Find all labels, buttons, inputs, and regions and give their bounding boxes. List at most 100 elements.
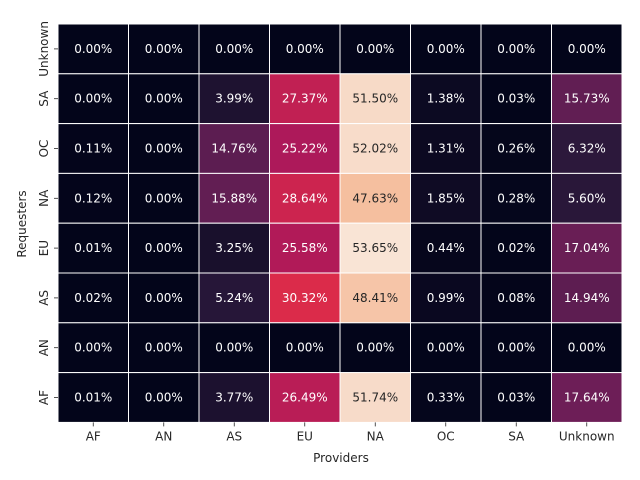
- cell-value-label: 15.88%: [211, 191, 257, 205]
- cell-value-label: 0.26%: [497, 142, 535, 156]
- heatmap-cell: [551, 222, 623, 274]
- x-tick-label: AF: [86, 429, 101, 443]
- heatmap-cell: [480, 172, 552, 224]
- heatmap-cell: [339, 172, 411, 224]
- heatmap-cell: [410, 123, 482, 174]
- heatmap-cell: [410, 23, 482, 75]
- heatmap-cell: [128, 123, 200, 174]
- y-tick-label: AS: [37, 290, 51, 306]
- cell-value-label: 0.11%: [74, 142, 112, 156]
- cell-value-label: 3.99%: [215, 92, 253, 106]
- heatmap-cell: [410, 322, 482, 374]
- heatmap-cell: [339, 123, 411, 174]
- y-tick-label: OC: [37, 140, 51, 158]
- heatmap-cell: [339, 272, 411, 324]
- cell-value-label: 1.31%: [427, 142, 465, 156]
- heatmap-cell: [198, 372, 270, 423]
- y-axis-label: Requesters: [15, 190, 29, 257]
- cell-value-label: 0.00%: [286, 42, 324, 56]
- x-tick-label: OC: [437, 429, 455, 443]
- heatmap-cell: [198, 272, 270, 324]
- heatmap-cell: [128, 23, 200, 75]
- y-tick-label: Unknown: [37, 21, 51, 77]
- cell-value-label: 28.64%: [282, 191, 328, 205]
- heatmap-cell: [57, 172, 129, 224]
- cell-value-label: 0.44%: [427, 241, 465, 255]
- heatmap-cell: [57, 322, 129, 374]
- cell-value-label: 1.85%: [427, 191, 465, 205]
- y-tick-label: NA: [37, 189, 51, 207]
- cell-value-label: 0.08%: [497, 291, 535, 305]
- cell-value-label: 0.00%: [215, 341, 253, 355]
- heatmap-cell: [480, 222, 552, 274]
- heatmap-cell: [57, 23, 129, 75]
- cell-value-label: 0.99%: [427, 291, 465, 305]
- x-tick-label: EU: [297, 429, 313, 443]
- cell-value-label: 0.00%: [145, 291, 183, 305]
- cell-value-label: 27.37%: [282, 92, 328, 106]
- x-axis-ticks: AF AN AS EU NA OC SA Unknown: [86, 422, 615, 443]
- y-axis-ticks: Unknown SA OC NA EU AS AN AF: [37, 21, 58, 405]
- heatmap-cell: [128, 322, 200, 374]
- heatmap-cell: [198, 322, 270, 374]
- heatmap-cell: [551, 23, 623, 75]
- heatmap-cell: [128, 272, 200, 324]
- x-tick-label: AN: [155, 429, 172, 443]
- heatmap-cell: [198, 172, 270, 224]
- cell-value-label: 0.03%: [497, 391, 535, 405]
- cell-value-label: 30.32%: [282, 291, 328, 305]
- cell-value-label: 0.00%: [215, 42, 253, 56]
- cell-value-label: 51.50%: [352, 92, 398, 106]
- cell-value-label: 0.33%: [427, 391, 465, 405]
- heatmap-cell: [551, 322, 623, 374]
- cell-value-label: 0.00%: [145, 42, 183, 56]
- cell-value-label: 25.58%: [282, 241, 328, 255]
- cell-value-label: 0.00%: [74, 92, 112, 106]
- cell-value-label: 0.00%: [356, 42, 394, 56]
- cell-value-label: 0.00%: [145, 241, 183, 255]
- cell-value-label: 0.00%: [497, 42, 535, 56]
- cell-value-label: 0.12%: [74, 191, 112, 205]
- heatmap-cell: [339, 222, 411, 274]
- cell-value-label: 1.38%: [427, 92, 465, 106]
- heatmap-cell: [551, 272, 623, 324]
- cell-value-label: 0.00%: [74, 42, 112, 56]
- heatmap-cell: [410, 272, 482, 324]
- cell-value-label: 0.00%: [427, 42, 465, 56]
- cell-value-label: 5.24%: [215, 291, 253, 305]
- heatmap-cell: [269, 172, 341, 224]
- cell-value-label: 14.76%: [211, 142, 257, 156]
- heatmap-cell: [198, 23, 270, 75]
- heatmap-cell: [551, 73, 623, 125]
- cell-value-label: 0.00%: [568, 341, 606, 355]
- heatmap-cell: [198, 123, 270, 174]
- x-tick-label: SA: [508, 429, 525, 443]
- x-axis-label: Providers: [313, 451, 369, 465]
- cell-value-label: 15.73%: [564, 92, 610, 106]
- heatmap-cell: [480, 322, 552, 374]
- cell-value-label: 26.49%: [282, 391, 328, 405]
- cell-value-label: 3.25%: [215, 241, 253, 255]
- cell-value-label: 47.63%: [352, 191, 398, 205]
- heatmap-cell: [269, 73, 341, 125]
- cell-value-label: 0.00%: [568, 42, 606, 56]
- cell-value-label: 0.00%: [145, 391, 183, 405]
- cell-value-label: 6.32%: [568, 142, 606, 156]
- cell-value-label: 0.00%: [497, 341, 535, 355]
- cell-value-label: 0.01%: [74, 241, 112, 255]
- cell-value-label: 3.77%: [215, 391, 253, 405]
- heatmap-cell: [480, 272, 552, 324]
- cell-value-label: 48.41%: [352, 291, 398, 305]
- cell-value-label: 0.00%: [145, 341, 183, 355]
- y-tick-label: SA: [37, 90, 51, 107]
- heatmap-cell: [339, 322, 411, 374]
- cell-value-label: 51.74%: [352, 391, 398, 405]
- cell-value-label: 17.64%: [564, 391, 610, 405]
- cell-value-label: 0.00%: [145, 142, 183, 156]
- cell-value-label: 0.00%: [74, 341, 112, 355]
- heatmap-cell: [551, 123, 623, 174]
- cell-value-label: 14.94%: [564, 291, 610, 305]
- x-tick-label: AS: [226, 429, 242, 443]
- x-tick-label: NA: [367, 429, 385, 443]
